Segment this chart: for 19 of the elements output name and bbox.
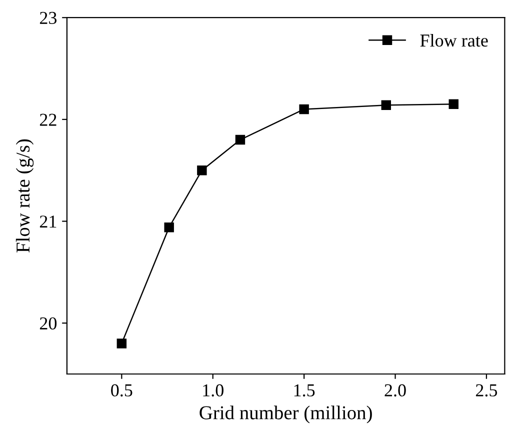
y-tick-label: 23 <box>40 12 57 24</box>
x-tick-label: 1.5 <box>294 384 315 397</box>
x-axis-title: Grid number (million) <box>200 406 372 424</box>
y-axis-title: Flow rate (g/s) <box>16 139 34 252</box>
y-tick-label: 22 <box>40 114 56 126</box>
point <box>448 99 458 110</box>
x-tick-label: 2.5 <box>476 384 498 397</box>
x-tick-label: 1.0 <box>203 384 224 397</box>
point <box>197 165 207 176</box>
point <box>299 104 309 114</box>
point <box>235 134 246 145</box>
point <box>116 338 127 348</box>
legend-label: Flow rate <box>420 34 488 47</box>
point <box>381 100 392 110</box>
x-tick-label: 2.0 <box>384 384 406 397</box>
point <box>164 222 174 232</box>
y-tick-label: 21 <box>40 216 56 228</box>
y-tick-label: 20 <box>40 317 57 330</box>
x-tick-label: 0.5 <box>111 384 132 397</box>
